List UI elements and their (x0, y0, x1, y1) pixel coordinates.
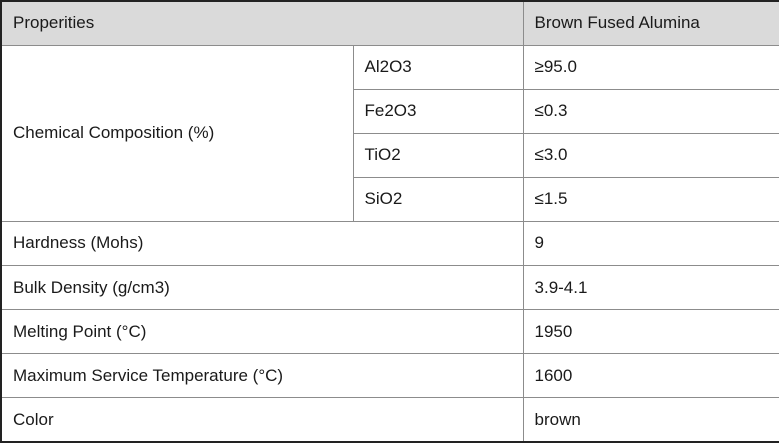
table-row-hardness: Hardness (Mohs) 9 (0, 220, 779, 267)
property-label-color: Color (0, 397, 524, 443)
component-name-sio2: SiO2 (352, 176, 524, 222)
property-value-melting-point: 1950 (522, 309, 779, 355)
property-value-max-service-temp: 1600 (522, 353, 779, 399)
property-label-max-service-temp: Maximum Service Temperature (°C) (0, 353, 524, 399)
component-name-fe2o3: Fe2O3 (352, 88, 524, 134)
chemical-composition-label: Chemical Composition (%) (0, 44, 354, 222)
table-row-melting-point: Melting Point (°C) 1950 (0, 309, 779, 355)
property-value-color: brown (522, 397, 779, 443)
property-value-hardness: 9 (522, 220, 779, 267)
table-row-max-service-temp: Maximum Service Temperature (°C) 1600 (0, 353, 779, 399)
table-header-row: Properities Brown Fused Alumina (0, 0, 779, 46)
component-name-al2o3: Al2O3 (352, 44, 524, 90)
component-value-al2o3: ≥95.0 (522, 44, 779, 90)
property-label-melting-point: Melting Point (°C) (0, 309, 524, 355)
header-properties: Properities (0, 0, 524, 46)
table-row-color: Color brown (0, 397, 779, 443)
component-name-tio2: TiO2 (352, 132, 524, 178)
component-value-tio2: ≤3.0 (522, 132, 779, 178)
table-row-bulk-density: Bulk Density (g/cm3) 3.9-4.1 (0, 265, 779, 311)
header-product: Brown Fused Alumina (522, 0, 779, 46)
component-value-fe2o3: ≤0.3 (522, 88, 779, 134)
table-row-chemical-fe2o3: Fe2O3 ≤0.3 (1, 88, 779, 134)
table-row-chemical-sio2: SiO2 ≤1.5 (1, 176, 779, 222)
component-value-sio2: ≤1.5 (522, 176, 779, 222)
property-label-hardness: Hardness (Mohs) (0, 220, 524, 267)
table-row-chemical-al2o3: Chemical Composition (%) Al2O3 ≥95.0 (0, 44, 779, 222)
property-label-bulk-density: Bulk Density (g/cm3) (0, 265, 524, 311)
property-value-bulk-density: 3.9-4.1 (522, 265, 779, 311)
